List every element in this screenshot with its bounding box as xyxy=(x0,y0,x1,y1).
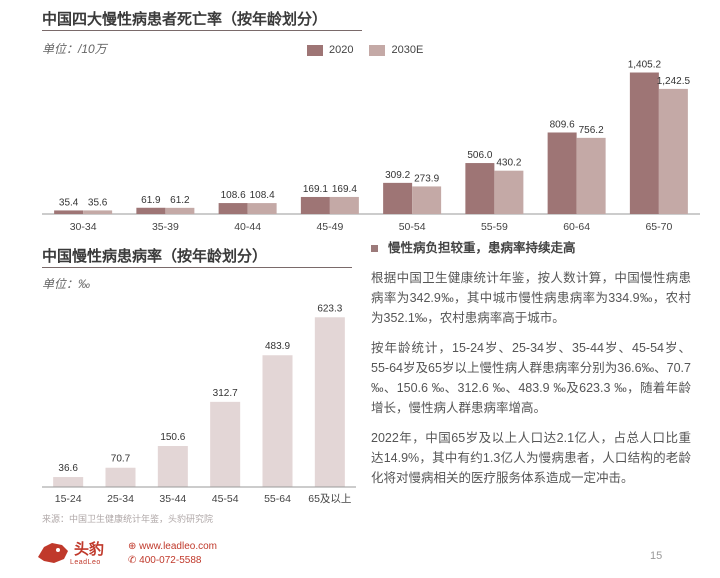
top-bar-2020-55-59 xyxy=(465,163,495,214)
leadleo-logo: 头豹 LeadLeo xyxy=(36,538,104,566)
top-bar-2020-65-70 xyxy=(629,72,659,214)
bottom-bar-55-64 xyxy=(262,355,293,487)
top-bar-2020-45-49 xyxy=(300,196,330,214)
top-bar-label-2020-40-44: 108.6 xyxy=(221,190,246,201)
bottom-bar-35-44 xyxy=(157,445,188,487)
top-x-tick-55-59: 55-59 xyxy=(481,221,508,233)
top-bar-2030E-40-44 xyxy=(247,203,277,214)
legend-item-2020: 2020 xyxy=(307,44,353,56)
bottom-bar-label-25-34: 70.7 xyxy=(111,454,131,465)
top-bar-label-2030E-35-39: 61.2 xyxy=(170,195,190,206)
top-x-tick-50-54: 50-54 xyxy=(399,221,426,233)
bottom-x-tick-45-54: 45-54 xyxy=(212,493,239,505)
top-bar-label-2030E-50-54: 273.9 xyxy=(414,173,439,184)
top-chart-title: 中国四大慢性病患者死亡率（按年龄划分） xyxy=(42,11,328,28)
logo-text: 头豹 xyxy=(74,541,105,558)
top-bar-label-2020-60-64: 809.6 xyxy=(550,119,575,130)
bottom-chart: 36.6 15-24 70.7 25-34 150.6 35-44 312.7 45-54 48… xyxy=(42,303,356,505)
top-bar-2020-60-64 xyxy=(547,132,577,214)
bottom-x-tick-15-24: 15-24 xyxy=(55,493,82,505)
bottom-x-tick-25-34: 25-34 xyxy=(107,493,134,505)
bottom-bar-label-65及以上: 623.3 xyxy=(317,303,342,314)
bottom-x-tick-35-44: 35-44 xyxy=(159,493,186,505)
paragraph-3: 2022年，中国65岁及以上人口达2.1亿人，占总人口比重达14.9%，其中有约… xyxy=(371,431,691,485)
bullet-square-icon xyxy=(371,244,378,252)
bottom-bar-label-15-24: 36.6 xyxy=(58,463,78,474)
phone-icon: ✆ xyxy=(128,555,140,566)
bottom-chart-title: 中国慢性病患病率（按年龄划分） xyxy=(42,248,268,265)
top-bar-2030E-35-39 xyxy=(165,207,195,214)
bottom-title-divider xyxy=(42,267,352,268)
phone-number: 400-072-5588 xyxy=(139,555,202,566)
bottom-x-tick-65及以上: 65及以上 xyxy=(308,493,351,505)
top-bar-2020-50-54 xyxy=(383,182,413,214)
top-bar-label-2020-45-49: 169.1 xyxy=(303,184,328,195)
legend-label-2030e: 2030E xyxy=(391,44,424,56)
top-x-tick-45-49: 45-49 xyxy=(316,221,343,233)
top-bar-2030E-55-59 xyxy=(494,170,524,214)
logo-subtext: LeadLeo xyxy=(70,559,101,566)
top-bar-2030E-50-54 xyxy=(412,186,442,214)
top-bar-2030E-30-34 xyxy=(83,210,113,214)
top-x-tick-60-64: 60-64 xyxy=(563,221,590,233)
top-bar-label-2030E-55-59: 430.2 xyxy=(496,158,521,169)
website-link[interactable]: www.leadleo.com xyxy=(139,541,217,552)
top-bar-label-2020-30-34: 35.4 xyxy=(59,197,79,208)
heading-text: 慢性病负担较重，患病率持续走高 xyxy=(388,241,576,255)
top-x-tick-65-70: 65-70 xyxy=(645,221,672,233)
top-bar-2030E-65-70 xyxy=(658,88,688,214)
top-bar-label-2030E-65-70: 1,242.5 xyxy=(657,76,691,87)
top-chart-legend: 2020 2030E xyxy=(307,44,439,56)
top-chart-unit: 单位：/10万 xyxy=(42,42,107,56)
top-bar-2030E-60-64 xyxy=(576,137,606,214)
top-bar-2020-30-34 xyxy=(54,210,84,214)
top-bar-label-2030E-30-34: 35.6 xyxy=(88,197,108,208)
legend-swatch-2030e xyxy=(369,44,386,56)
legend-swatch-2020 xyxy=(307,44,323,56)
globe-icon: ⊕ xyxy=(128,541,140,552)
top-x-tick-40-44: 40-44 xyxy=(234,221,261,233)
bottom-bar-65及以上 xyxy=(314,317,345,487)
bottom-x-tick-55-64: 55-64 xyxy=(264,493,291,505)
top-bar-2020-40-44 xyxy=(218,203,248,214)
bottom-bar-label-35-44: 150.6 xyxy=(160,432,185,443)
top-bar-label-2030E-45-49: 169.4 xyxy=(332,184,357,195)
top-title-divider xyxy=(42,30,362,31)
bottom-bar-label-45-54: 312.7 xyxy=(213,388,238,399)
top-bar-label-2020-50-54: 309.2 xyxy=(385,170,410,181)
page-number: 15 xyxy=(650,550,663,562)
paragraph-1: 根据中国卫生健康统计年鉴，按人数计算，中国慢性病患病率为342.9‰，其中城市慢… xyxy=(371,271,691,325)
text-panel-heading: 慢性病负担较重，患病率持续走高 xyxy=(371,238,691,258)
legend-item-2030e: 2030E xyxy=(369,44,423,56)
source-note: 来源：中国卫生健康统计年鉴，头豹研究院 xyxy=(42,514,214,524)
bottom-bar-15-24 xyxy=(53,477,84,487)
text-panel: 慢性病负担较重，患病率持续走高 根据中国卫生健康统计年鉴，按人数计算，中国慢性病… xyxy=(371,238,691,498)
top-bar-label-2020-55-59: 506.0 xyxy=(467,150,492,161)
top-bar-2030E-45-49 xyxy=(329,196,359,214)
top-x-tick-30-34: 30-34 xyxy=(70,221,97,233)
bottom-chart-unit: 单位：‰ xyxy=(42,277,91,291)
top-bar-label-2030E-60-64: 756.2 xyxy=(579,125,604,136)
contact-info: ⊕ www.leadleo.com ✆ 400-072-5588 xyxy=(128,540,217,568)
bottom-bar-label-55-64: 483.9 xyxy=(265,341,290,352)
top-bar-2020-35-39 xyxy=(136,207,166,214)
top-bar-label-2020-35-39: 61.9 xyxy=(141,195,161,206)
top-bar-label-2020-65-70: 1,405.2 xyxy=(628,60,662,71)
top-x-tick-35-39: 35-39 xyxy=(152,221,179,233)
paragraph-2: 按年龄统计，15-24岁、25-34岁、35-44岁、45-54岁、55-64岁… xyxy=(371,341,691,415)
leopard-logo-icon xyxy=(38,543,68,563)
top-bar-label-2030E-40-44: 108.4 xyxy=(250,190,275,201)
bottom-bar-45-54 xyxy=(210,401,241,487)
top-chart: 35.4 35.6 30-34 61.9 61.2 35-39 108.6 108.4 40-4… xyxy=(42,60,700,233)
bottom-bar-25-34 xyxy=(105,467,136,487)
legend-label-2020: 2020 xyxy=(329,44,354,56)
